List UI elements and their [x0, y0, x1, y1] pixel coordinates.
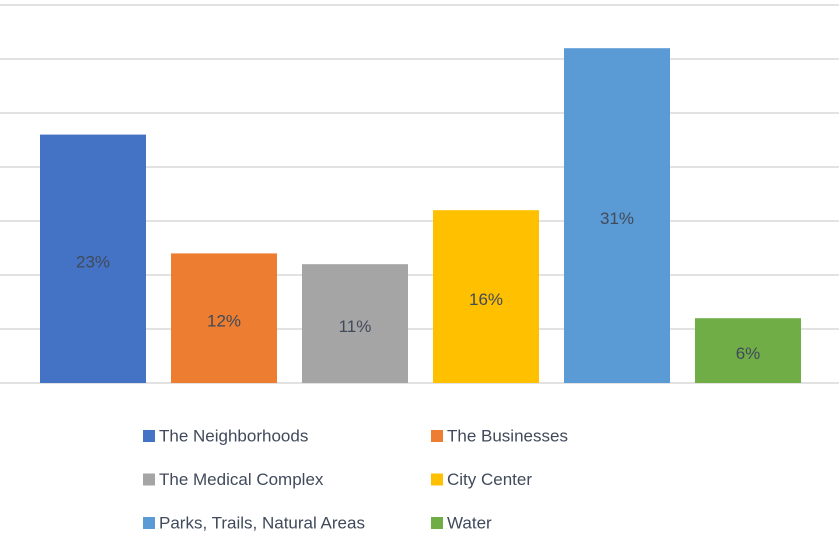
bar [302, 264, 408, 383]
data-label: 23% [76, 252, 110, 271]
legend-swatch [431, 517, 443, 529]
bar [433, 210, 539, 383]
legend-label: Parks, Trails, Natural Areas [159, 513, 365, 532]
legend-label: The Businesses [447, 426, 568, 445]
legend-label: Water [447, 513, 492, 532]
bar [564, 48, 670, 383]
legend-swatch [143, 517, 155, 529]
data-label: 6% [736, 344, 761, 363]
legend-label: The Neighborhoods [159, 426, 308, 445]
legend-swatch [143, 473, 155, 486]
legend-swatch [431, 430, 443, 442]
bar [695, 318, 801, 383]
legend-label: City Center [447, 470, 532, 489]
legend-swatch [143, 430, 155, 442]
legend-label: The Medical Complex [159, 470, 324, 489]
bar [40, 134, 146, 383]
data-label: 31% [600, 209, 634, 228]
bar [171, 253, 277, 383]
data-label: 11% [339, 317, 372, 336]
data-label: 16% [469, 290, 503, 309]
legend-swatch [431, 473, 443, 486]
data-label: 12% [207, 312, 241, 331]
